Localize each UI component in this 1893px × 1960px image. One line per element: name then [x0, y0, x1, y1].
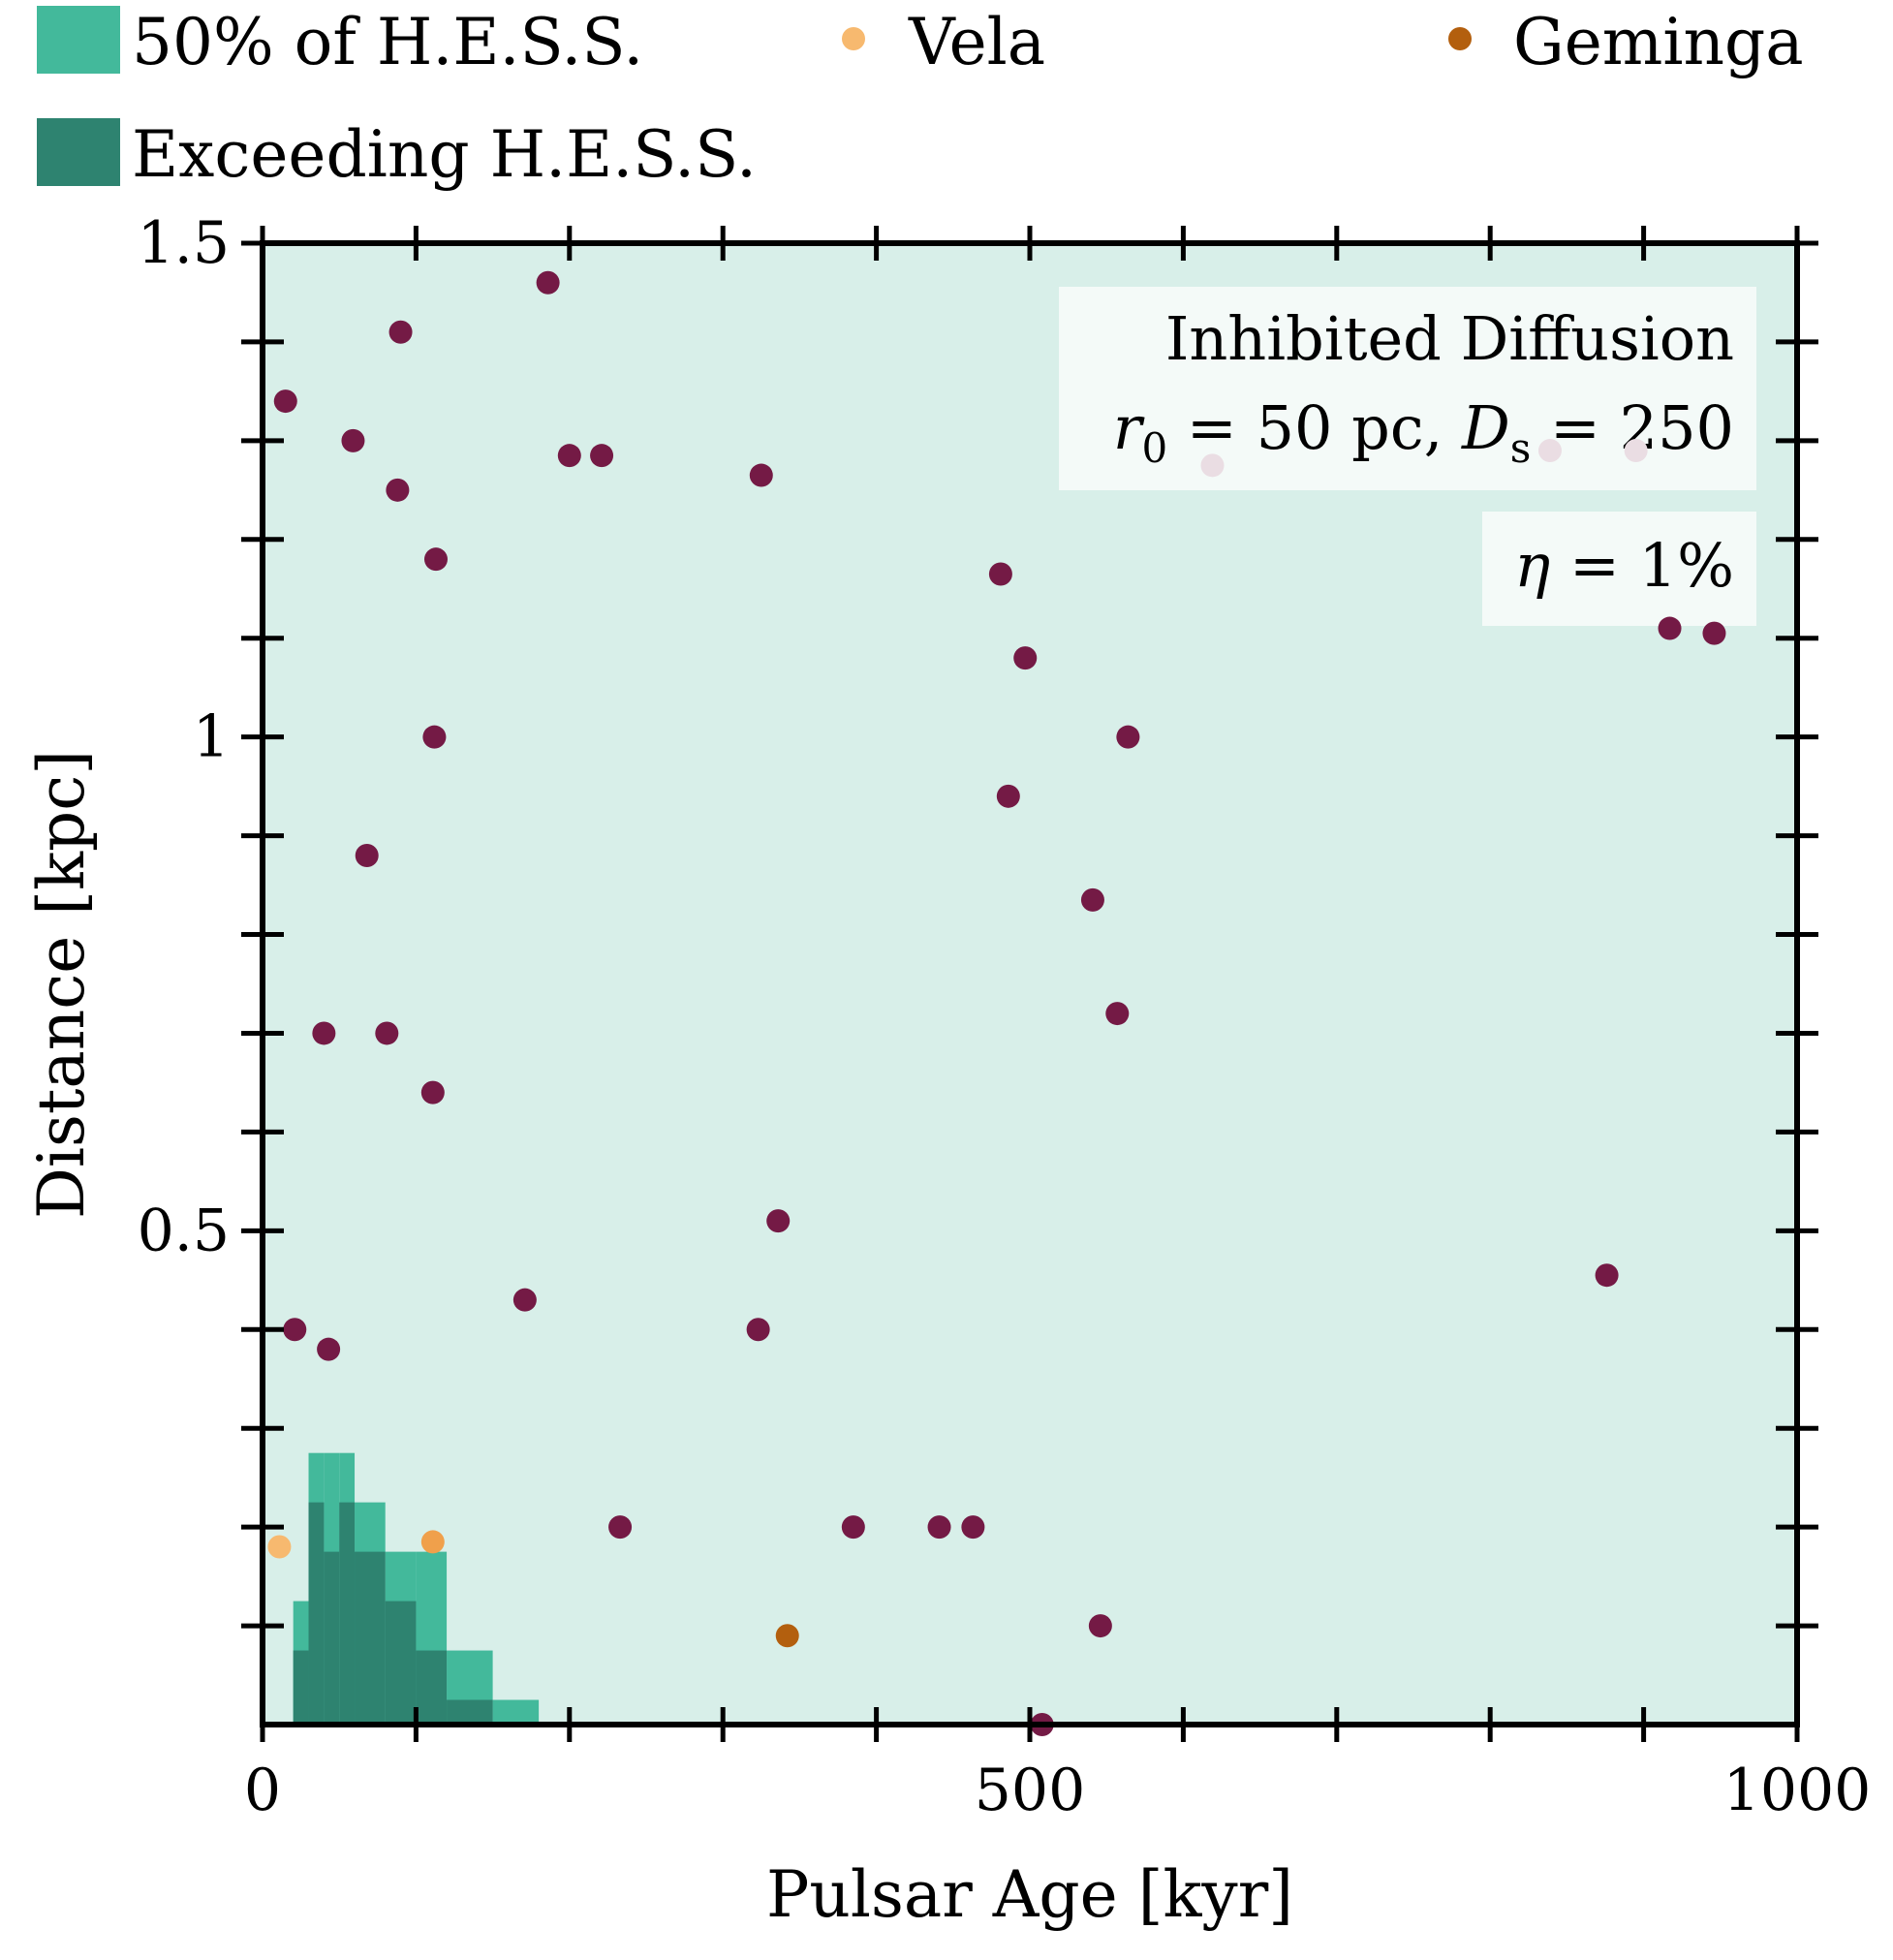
pulsar-point	[746, 1318, 770, 1342]
annotation-box: Inhibited Diffusion r0 = 50 pc, Ds = 250…	[1059, 287, 1756, 626]
pulsar-point	[590, 444, 614, 468]
x-tick-label: 500	[975, 1757, 1086, 1824]
pulsar-point	[273, 389, 297, 414]
pulsar-point	[423, 547, 448, 572]
region-exceeding-cell	[293, 1650, 309, 1725]
pulsar-point	[766, 1209, 791, 1233]
region-exceeding-cell	[416, 1650, 448, 1725]
pulsar-point	[386, 478, 410, 502]
r0-value: = 50 pc,	[1167, 392, 1462, 463]
x-tick-label: 0	[244, 1757, 281, 1824]
legend-marker-vela	[842, 27, 865, 50]
eta-value: = 1%	[1550, 530, 1734, 601]
pulsar-point	[1080, 887, 1104, 912]
pulsar-point	[355, 843, 379, 867]
pulsar-point	[283, 1318, 307, 1342]
region-exceeding-cell	[447, 1699, 493, 1725]
pulsar-point-faded	[1537, 439, 1562, 463]
region-exceeding-cell	[308, 1502, 325, 1725]
legend-label-fifty-percent: 50% of H.E.S.S.	[132, 5, 643, 79]
pulsar-point	[841, 1515, 865, 1540]
pulsar-point	[317, 1337, 341, 1361]
pulsar-point	[988, 562, 1012, 586]
region-exceeding-cell	[355, 1551, 386, 1725]
pulsar-point	[422, 725, 447, 749]
vela-point	[267, 1535, 292, 1559]
legend-swatch-fifty-percent	[37, 6, 120, 74]
pulsar-point	[557, 444, 581, 468]
ds-symbol: D	[1461, 392, 1510, 463]
y-tick-label: 1.5	[138, 209, 230, 277]
vela-point	[420, 1530, 445, 1554]
y-tick-label: 0.5	[138, 1197, 230, 1264]
pulsar-point	[312, 1021, 336, 1045]
legend-label-geminga: Geminga	[1513, 5, 1804, 79]
ds-subscript: s	[1510, 424, 1532, 472]
pulsar-point	[375, 1021, 399, 1045]
region-exceeding-cell	[385, 1601, 417, 1725]
legend-label-exceeding: Exceeding H.E.S.S.	[132, 117, 757, 192]
axis-ticks	[241, 226, 1818, 1742]
data-points	[267, 270, 1726, 1736]
geminga-point	[775, 1624, 799, 1648]
annotation-model: Inhibited Diffusion	[1165, 303, 1734, 374]
pulsar-point	[608, 1515, 633, 1540]
pulsar-point	[996, 784, 1020, 808]
legend: 50% of H.E.S.S. Exceeding H.E.S.S. Vela …	[37, 5, 1804, 192]
pulsar-point	[512, 1288, 537, 1312]
pulsar-point	[927, 1515, 951, 1540]
pulsar-point	[536, 270, 560, 295]
eta-symbol: η	[1514, 530, 1550, 601]
pulsar-point	[749, 463, 773, 487]
pulsar-point	[1088, 1614, 1112, 1638]
pulsar-point	[388, 320, 413, 344]
pulsar-point	[1702, 621, 1726, 645]
pulsar-point	[1013, 646, 1038, 670]
pulsar-point	[1595, 1263, 1619, 1288]
r0-subscript: 0	[1141, 424, 1167, 472]
region-exceeding-cell	[339, 1502, 356, 1725]
x-axis-label: Pulsar Age [kyr]	[766, 1857, 1293, 1932]
x-tick-label: 1000	[1723, 1757, 1872, 1824]
legend-marker-geminga	[1448, 27, 1472, 50]
pulsar-point	[341, 428, 365, 452]
y-tick-label: 1	[193, 703, 230, 771]
legend-label-vela: Vela	[908, 5, 1045, 79]
region-exceeding	[293, 1502, 493, 1725]
region-exceeding-cell	[324, 1551, 340, 1725]
annotation-eta-box	[1482, 512, 1756, 626]
pulsar-point	[1105, 1002, 1130, 1026]
axis-tick-labels: 0 500 1000 0.5 1 1.5	[138, 209, 1872, 1824]
pulsar-point	[420, 1080, 445, 1104]
legend-swatch-exceeding	[37, 118, 120, 186]
pulsar-point	[1116, 725, 1140, 749]
pulsar-point-faded	[1200, 453, 1225, 478]
annotation-eta: η = 1%	[1514, 530, 1734, 601]
pulsar-point	[961, 1515, 985, 1540]
r0-symbol: r	[1113, 392, 1145, 463]
pulsar-point	[1658, 616, 1682, 640]
y-axis-label: Distance [kpc]	[24, 750, 99, 1219]
region-fifty-percent-cell	[492, 1699, 540, 1725]
pulsar-point-faded	[1624, 439, 1648, 463]
